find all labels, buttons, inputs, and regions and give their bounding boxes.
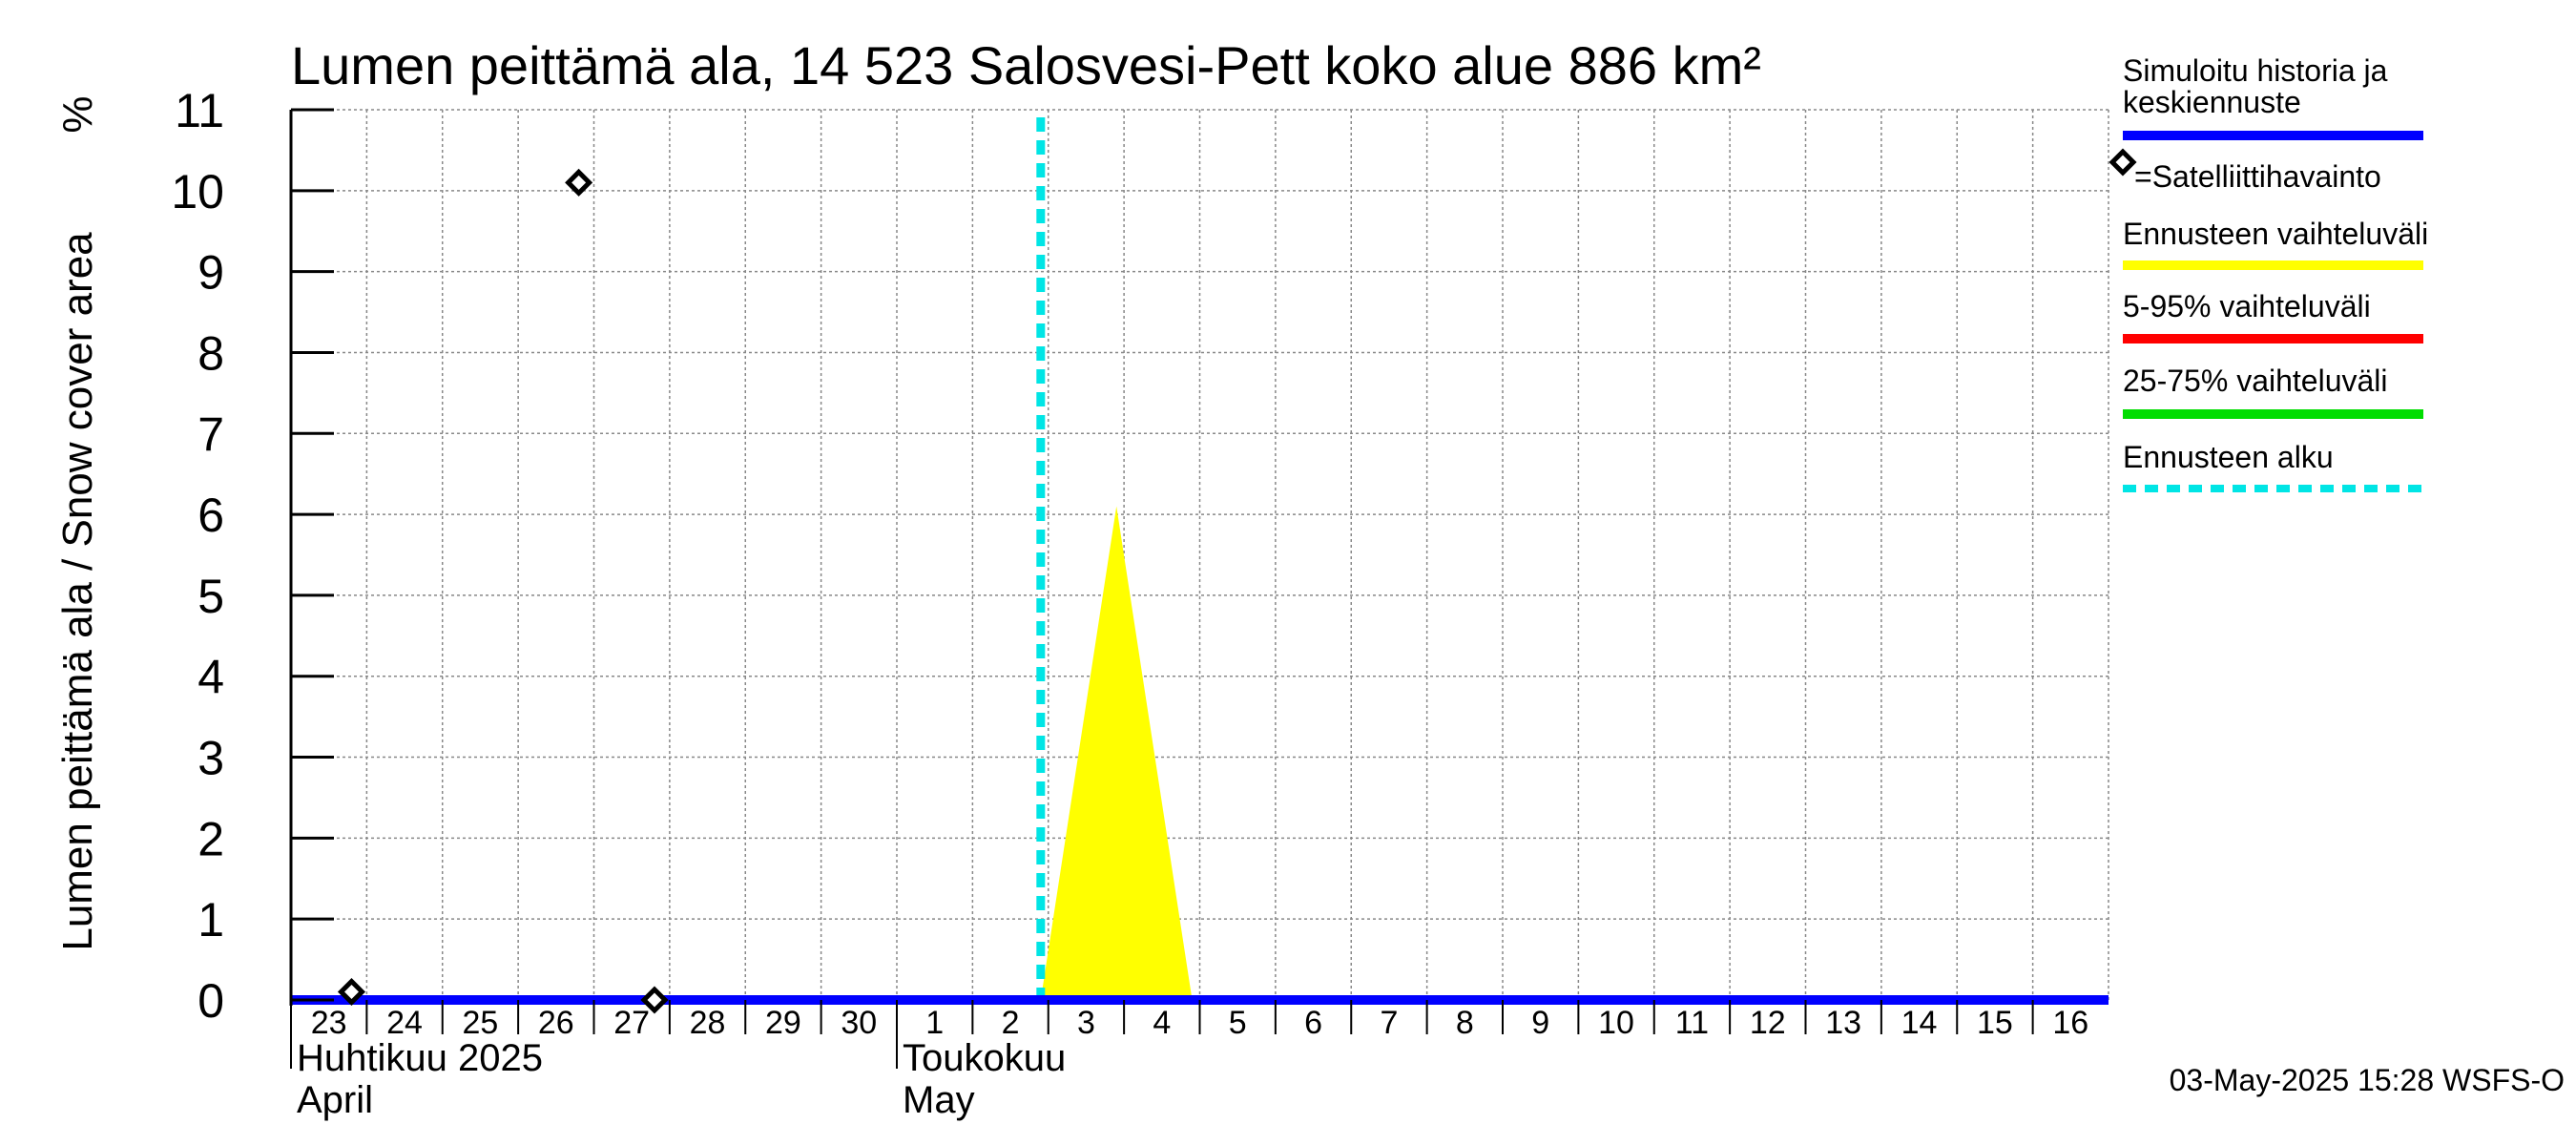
y-axis-unit: % [54,95,101,133]
x-tick-label: 29 [765,1005,801,1041]
y-tick-label: 4 [197,651,224,704]
y-tick-label: 8 [197,326,224,380]
forecast-bands [1040,506,1193,1000]
observation-markers [337,168,669,1014]
x-tick-label: 16 [2052,1005,2088,1041]
x-tick-label: 23 [311,1005,347,1041]
chart-title: Lumen peittämä ala, 14 523 Salosvesi-Pet… [291,35,1761,95]
month-label-en: April [297,1079,373,1121]
x-tick-label: 11 [1675,1005,1709,1041]
x-tick-label: 4 [1153,1005,1171,1041]
x-tick-label: 5 [1229,1005,1247,1041]
x-tick-label: 26 [538,1005,574,1041]
month-label: Toukokuu [903,1037,1066,1079]
y-tick-label: 5 [197,570,224,623]
x-tick-label: 10 [1598,1005,1634,1041]
y-tick-label: 11 [175,84,224,137]
y-tick-label: 2 [197,812,224,865]
axes [289,108,2034,1069]
y-axis-label: Lumen peittämä ala / Snow cover area [54,232,101,951]
satellite-observation [565,168,593,197]
y-tick-label: 1 [197,893,224,947]
x-tick-label: 12 [1750,1005,1786,1041]
legend-label-forecast-start: Ennusteen alku [2123,440,2334,474]
x-tick-label: 15 [1977,1005,2013,1041]
x-tick-label: 14 [1901,1005,1938,1041]
y-tick-label: 6 [197,489,224,542]
x-tick-label: 8 [1456,1005,1474,1041]
y-tick-label: 0 [197,974,224,1028]
x-tick-label: 30 [841,1005,877,1041]
legend: Simuloitu historia ja keskiennuste =Satell… [2109,53,2428,492]
x-tick-label: 3 [1077,1005,1095,1041]
x-tick-label: 6 [1304,1005,1322,1041]
satellite-observation [640,986,669,1014]
x-tick-label: 27 [613,1005,650,1041]
y-tick-label: 7 [197,407,224,461]
month-label-en: May [903,1079,975,1121]
legend-swatch-satellite [2109,148,2137,177]
legend-label-forecast-range: Ennusteen vaihteluväli [2123,217,2428,251]
y-tick-label: 3 [197,732,224,785]
x-tick-label: 25 [463,1005,499,1041]
legend-label-simulated-line2: keskiennuste [2123,85,2301,119]
y-tick-label: 10 [171,165,224,219]
legend-label-5-95: 5-95% vaihteluväli [2123,289,2371,323]
legend-label-25-75: 25-75% vaihteluväli [2123,364,2388,398]
x-tick-label: 7 [1380,1005,1398,1041]
y-tick-label: 9 [197,246,224,300]
x-tick-label: 2 [1002,1005,1020,1041]
x-tick-label: 28 [690,1005,726,1041]
legend-label-satellite: =Satelliittihavainto [2134,159,2381,194]
legend-label-simulated-line1: Simuloitu historia ja [2123,53,2388,88]
forecast-range-area [1040,506,1193,1000]
x-tick-label: 24 [386,1005,423,1041]
satellite-observation [337,977,366,1007]
x-tick-label: 9 [1531,1005,1549,1041]
timestamp-footer: 03-May-2025 15:28 WSFS-O [2170,1063,2565,1097]
month-label: Huhtikuu 2025 [297,1037,543,1079]
x-tick-label: 1 [925,1005,944,1041]
x-tick-label: 13 [1825,1005,1861,1041]
legend-label-simulated: Simuloitu historia ja keskiennuste [2123,53,2388,119]
